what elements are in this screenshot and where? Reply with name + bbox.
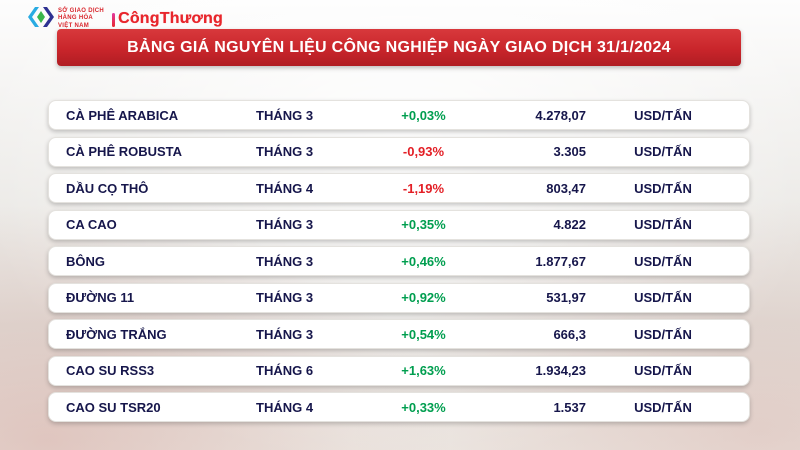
price-change-percent: +0,92% <box>401 290 446 305</box>
contract-month: THÁNG 3 <box>256 107 314 123</box>
price-value: 1.877,67 <box>535 253 586 269</box>
price-unit: USD/TẤN <box>634 363 692 378</box>
table-row: ĐƯỜNG TRẮNG THÁNG 3 +0,54% 666,3 USD/TẤN <box>48 319 750 349</box>
table-row: CÀ PHÊ ARABICA THÁNG 3 +0,03% 4.278,07 U… <box>48 100 750 130</box>
price-unit: USD/TẤN <box>634 180 692 196</box>
price-change-percent: +0,46% <box>401 253 446 269</box>
price-table: CÀ PHÊ ARABICA THÁNG 3 +0,03% 4.278,07 U… <box>48 100 750 422</box>
commodity-name: CA CAO <box>66 217 117 232</box>
commodity-name: ĐƯỜNG 11 <box>66 290 135 305</box>
commodity-name: CÀ PHÊ ARABICA <box>66 107 179 123</box>
mxv-logo-text: SỞ GIAO DỊCH HÀNG HÓA VIỆT NAM <box>58 8 104 30</box>
commodity-name: BÔNG <box>66 253 105 269</box>
mxv-logo-line1: SỞ GIAO DỊCH <box>58 8 105 15</box>
price-change-percent: -1,19% <box>402 180 445 196</box>
commodity-name: CAO SU RSS3 <box>66 363 155 378</box>
mxv-logo-line3: VIỆT NAM <box>58 22 90 29</box>
price-change-percent: +1,63% <box>401 363 446 378</box>
commodity-name: CÀ PHÊ ROBUSTA <box>66 144 183 159</box>
mxv-logo-line2: HÀNG HÓA <box>58 15 94 22</box>
table-row: CA CAO THÁNG 3 +0,35% 4.822 USD/TẤN <box>48 209 750 240</box>
table-row: BÔNG THÁNG 3 +0,46% 1.877,67 USD/TẤN <box>48 246 750 276</box>
contract-month: THÁNG 3 <box>256 290 314 305</box>
price-value: 1.934,23 <box>535 363 586 378</box>
price-unit: USD/TẤN <box>634 399 692 415</box>
price-change-percent: +0,03% <box>401 107 446 123</box>
commodity-name: CAO SU TSR20 <box>66 399 161 415</box>
price-change-percent: +0,35% <box>401 217 446 232</box>
price-value: 531,97 <box>546 290 586 305</box>
commodity-name: DẦU CỌ THÔ <box>66 180 149 196</box>
table-row: CÀ PHÊ ROBUSTA THÁNG 3 -0,93% 3.305 USD/… <box>48 136 750 167</box>
price-value: 803,47 <box>546 180 586 196</box>
commodity-name: ĐƯỜNG TRẮNG <box>66 326 167 342</box>
price-unit: USD/TẤN <box>634 107 692 123</box>
price-value: 4.278,07 <box>535 107 586 123</box>
price-unit: USD/TẤN <box>634 326 692 342</box>
contract-month: THÁNG 4 <box>256 180 314 196</box>
price-value: 1.537 <box>553 399 586 415</box>
page-title: BẢNG GIÁ NGUYÊN LIỆU CÔNG NGHIỆP NGÀY GI… <box>127 38 671 56</box>
price-unit: USD/TẤN <box>634 144 692 159</box>
title-banner: BẢNG GIÁ NGUYÊN LIỆU CÔNG NGHIỆP NGÀY GI… <box>57 29 741 66</box>
table-row: ĐƯỜNG 11 THÁNG 3 +0,92% 531,97 USD/TẤN <box>48 282 750 313</box>
table-row: CAO SU RSS3 THÁNG 6 +1,63% 1.934,23 USD/… <box>48 355 750 386</box>
contract-month: THÁNG 3 <box>256 253 314 269</box>
price-value: 4.822 <box>553 217 586 232</box>
header-logos: SỞ GIAO DỊCH HÀNG HÓA VIỆT NAM CôngThươn… <box>28 6 223 32</box>
price-change-percent: +0,33% <box>401 399 446 415</box>
contract-month: THÁNG 3 <box>256 217 314 232</box>
price-change-percent: +0,54% <box>401 326 446 342</box>
price-unit: USD/TẤN <box>634 217 692 232</box>
contract-month: THÁNG 3 <box>256 144 314 159</box>
price-value: 3.305 <box>553 144 586 159</box>
mxv-chevron-icon <box>28 6 54 32</box>
price-unit: USD/TẤN <box>634 253 692 269</box>
mxv-logo: SỞ GIAO DỊCH HÀNG HÓA VIỆT NAM <box>28 6 104 32</box>
table-row: DẦU CỌ THÔ THÁNG 4 -1,19% 803,47 USD/TẤN <box>48 173 750 203</box>
price-unit: USD/TẤN <box>634 290 692 305</box>
congthuong-logo: CôngThương <box>112 10 223 28</box>
contract-month: THÁNG 3 <box>256 326 314 342</box>
contract-month: THÁNG 4 <box>256 399 314 415</box>
table-row: CAO SU TSR20 THÁNG 4 +0,33% 1.537 USD/TẤ… <box>48 392 750 422</box>
price-value: 666,3 <box>553 326 586 342</box>
price-change-percent: -0,93% <box>402 144 445 159</box>
contract-month: THÁNG 6 <box>256 363 314 378</box>
